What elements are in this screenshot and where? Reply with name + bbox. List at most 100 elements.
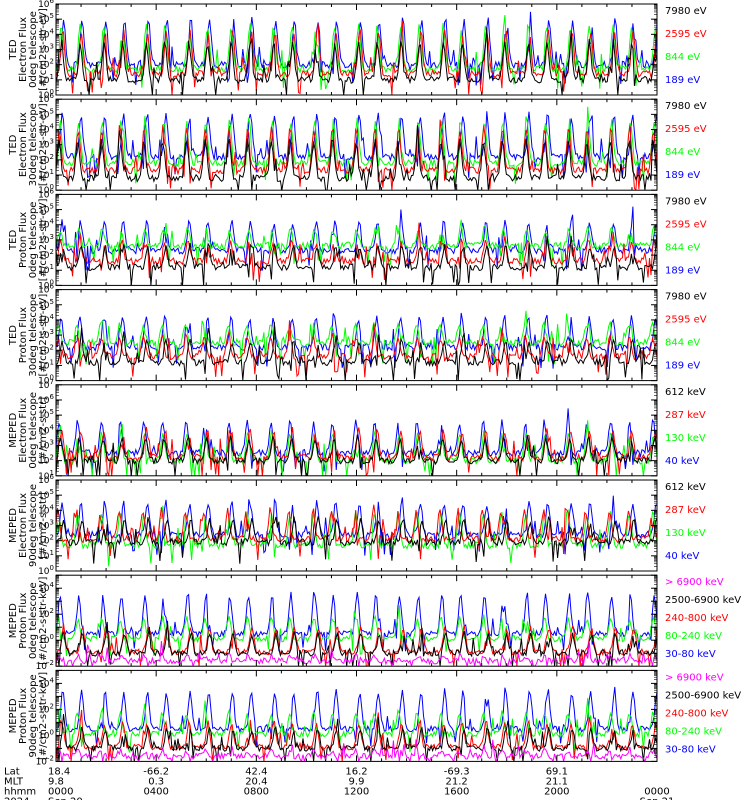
x-row-label: Lat: [4, 766, 20, 777]
y-label-line: MEPED: [8, 413, 19, 448]
y-label-line: MEPED: [8, 603, 19, 638]
x-tick-lat: 18.4: [48, 766, 70, 777]
x-tick-mlt: 21.2: [446, 776, 468, 787]
series-line-2: [56, 20, 657, 95]
x-row-label: 2024: [4, 796, 29, 800]
y-label-line: MEPED: [8, 698, 19, 733]
y-label-line: Electron Flux: [18, 398, 29, 463]
legend-entry: 240-800 keV: [665, 708, 729, 719]
legend-entry: 40 keV: [665, 551, 699, 562]
y-label-line: TED: [8, 230, 19, 251]
legend-entry: 612 keV: [665, 482, 706, 493]
legend-entry: 287 keV: [665, 410, 706, 421]
legend-entry: 2595 eV: [665, 315, 707, 326]
plot-area: [56, 11, 657, 95]
series-line-4: [56, 698, 657, 754]
legend-entry: 7980 eV: [665, 292, 707, 303]
series-line-4: [56, 408, 657, 475]
x-tick-lat: -66.2: [143, 766, 169, 777]
y-label-line: [#/cm2-s-str-eV]: [38, 198, 49, 281]
y-label-line: [#/cm2-s-str-eV]: [38, 294, 49, 377]
x-tick-date: Sep 21: [640, 796, 675, 800]
y-axis-label: MEPED Electron Flux 0deg telescope [#/cm2-s…: [8, 392, 49, 469]
plot-area: [56, 310, 657, 381]
series-line-1: [56, 322, 657, 381]
y-label-line: Electron Flux: [18, 17, 29, 82]
series-line-2: [56, 222, 657, 282]
legend-entry: 287 keV: [665, 505, 706, 516]
y-label-line: TED: [8, 134, 19, 155]
legend-entry: 7980 eV: [665, 6, 707, 17]
legend-entry: 2500-6900 keV: [665, 690, 741, 701]
x-tick-hhmm: 0000: [644, 786, 669, 797]
x-tick-hhmm: 2000: [544, 786, 569, 797]
x-tick-lat: 16.2: [345, 766, 367, 777]
y-axis-label: TED Proton Flux 30deg telescope [#/cm2-s-st…: [8, 294, 49, 377]
y-axis-label: MEPED Electron Flux 90deg telescope [#/cm2-…: [8, 484, 49, 567]
series-line-1: [56, 230, 657, 286]
series-line-1: [56, 434, 657, 476]
x-row-label: MLT: [4, 776, 24, 787]
legend-entry: 80-240 keV: [665, 726, 722, 737]
y-label-line: Proton Flux: [18, 307, 29, 363]
x-tick-mlt: 9.8: [48, 776, 64, 787]
y-label-line: Proton Flux: [18, 212, 29, 268]
x-tick-hhmm: 1200: [344, 786, 369, 797]
legend-entry: 2595 eV: [665, 219, 707, 230]
x-tick-lat: -69.3: [444, 766, 470, 777]
x-tick-mlt: 21.1: [546, 776, 568, 787]
legend-entry: 240-800 keV: [665, 613, 729, 624]
series-line-2: [56, 320, 657, 378]
series-line-3: [56, 106, 657, 184]
legend-entry: 189 eV: [665, 265, 700, 276]
legend-entry: 130 keV: [665, 528, 706, 539]
y-label-line: [#/cm2-s-str-eV]: [38, 103, 49, 186]
y-tick-label: 100: [38, 564, 54, 577]
series-line-4: [56, 111, 657, 179]
y-tick-label: 106: [38, 0, 54, 10]
legend-entry: 80-240 keV: [665, 631, 722, 642]
y-label-line: Electron Flux: [18, 493, 29, 558]
x-tick-mlt: 0.3: [148, 776, 164, 787]
legend-entry: 7980 eV: [665, 101, 707, 112]
legend-entry: 189 eV: [665, 75, 700, 86]
legend-entry: 130 keV: [665, 433, 706, 444]
x-tick-lat: 42.4: [245, 766, 267, 777]
y-label-line: 30deg telescope: [28, 103, 39, 186]
series-line-1: [56, 516, 657, 564]
y-label-line: 0deg telescope: [28, 202, 39, 279]
y-label-line: MEPED: [8, 508, 19, 543]
plot-area: [56, 591, 657, 667]
y-label-line: Proton Flux: [18, 688, 29, 744]
series-line-2: [56, 504, 657, 561]
y-label-line: 90deg telescope: [28, 674, 39, 757]
x-row-label: hhmm: [4, 786, 36, 797]
series-line-3: [56, 310, 657, 365]
y-label-line: 0deg telescope: [28, 582, 39, 659]
series-line-2: [56, 713, 657, 762]
legend-entry: 30-80 keV: [665, 744, 716, 755]
series-line-1: [56, 27, 657, 95]
y-label-line: [#/cm2-s-str-keV]: [38, 672, 49, 760]
x-tick-hhmm: 0800: [244, 786, 269, 797]
x-tick-hhmm: 0000: [48, 786, 73, 797]
x-tick-date: Sep 20: [48, 796, 83, 800]
y-axis-label: MEPED Proton Flux 0deg telescope [#/cm2-s-s…: [8, 576, 49, 664]
legend-entry: 7980 eV: [665, 196, 707, 207]
plot-area: [56, 495, 657, 567]
y-label-line: [#/cm2-s-str]: [38, 492, 49, 559]
x-tick-mlt: 9.9: [349, 776, 365, 787]
legend-entry: 844 eV: [665, 147, 700, 158]
legend-entry: > 6900 keV: [665, 577, 724, 588]
y-label-line: Proton Flux: [18, 593, 29, 649]
legend-entry: 189 eV: [665, 361, 700, 372]
series-line-5: [56, 686, 657, 748]
